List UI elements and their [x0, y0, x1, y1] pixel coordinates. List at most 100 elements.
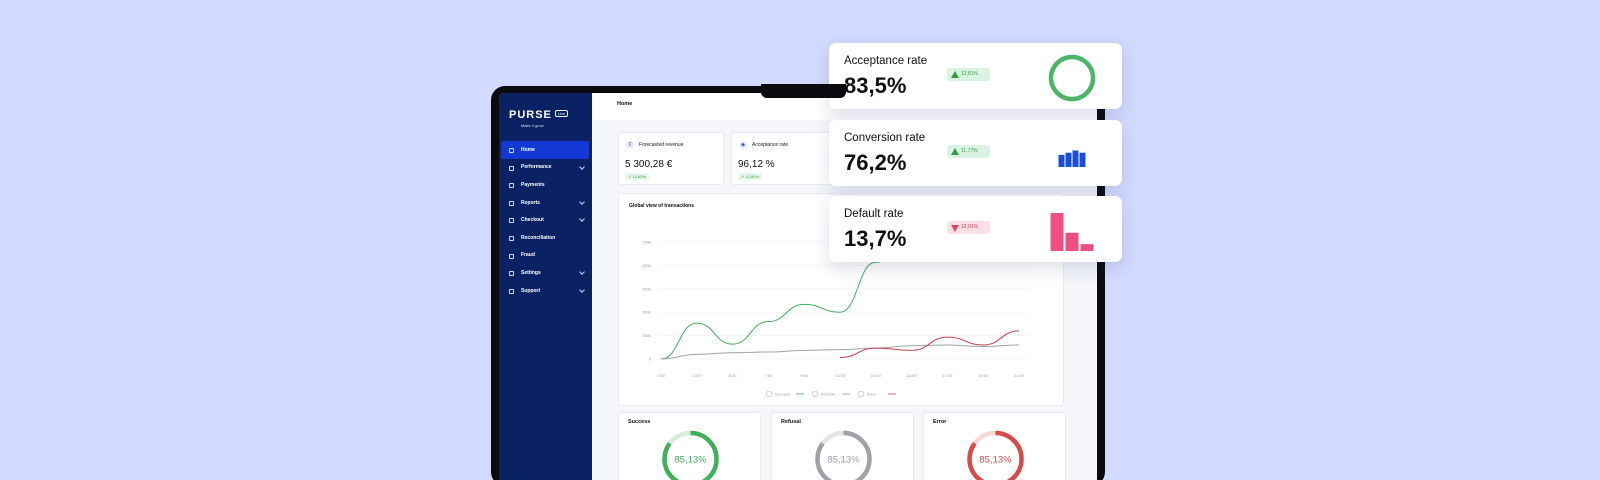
- donut-arc: [967, 430, 1024, 480]
- x-tick-label: 11:00: [835, 373, 845, 378]
- chart-title: Global view of transactions: [629, 203, 695, 209]
- donut-title: Error: [933, 419, 947, 425]
- bar-mark: [1065, 152, 1072, 167]
- donut-value: 85,13%: [674, 455, 707, 466]
- donut-value: 85,13%: [979, 455, 1012, 466]
- x-tick-label: 13:00: [871, 373, 882, 378]
- stat-value: 83,5%: [844, 73, 907, 98]
- donut-value: 85,13%: [827, 455, 860, 466]
- logo-tagline: Make it grow: [521, 123, 544, 128]
- x-tick-label: 17:00: [942, 373, 953, 378]
- page-title: Home: [617, 101, 633, 107]
- stat-card-default-rate[interactable]: Default rate 13,7% 12,01%: [829, 196, 1122, 262]
- legend-check-icon[interactable]: [857, 390, 865, 398]
- legend-check-icon[interactable]: [765, 390, 773, 398]
- success-donut-chart: 85,13%: [662, 430, 719, 480]
- x-tick-label: 3:00: [693, 373, 702, 378]
- trend-down-icon: [951, 225, 959, 232]
- y-tick-label: 300k: [642, 310, 651, 315]
- sidebar-item-fraud[interactable]: Fraud: [501, 247, 589, 265]
- donut-card-success: Success 85,13%: [618, 412, 761, 480]
- sidebar-item-payments[interactable]: Payments: [501, 176, 589, 194]
- sidebar-item-label: Checkout: [521, 217, 544, 224]
- stat-label: Acceptance rate: [844, 55, 928, 67]
- series-line-error: [839, 330, 1020, 358]
- ring-icon: [1048, 54, 1096, 102]
- bars-icon: [1050, 213, 1094, 251]
- stat-label: Default rate: [844, 208, 904, 220]
- sidebar-item-label: Settings: [521, 269, 541, 276]
- donut-title: Success: [628, 419, 651, 425]
- y-tick-label: 450k: [642, 286, 651, 291]
- bar-mark: [1065, 232, 1079, 251]
- kpi-label: Forecasted revenue: [639, 142, 684, 148]
- stat-label: Conversion rate: [844, 132, 926, 144]
- document-icon: [509, 200, 514, 206]
- logo-text: PURSE: [509, 109, 552, 121]
- y-tick-label: 0: [649, 357, 652, 362]
- bar-mark: [1058, 154, 1065, 167]
- home-icon: [509, 148, 514, 153]
- card-icon: [509, 183, 514, 189]
- stat-card-acceptance-rate[interactable]: Acceptance rate 83,5% 12,81%: [829, 43, 1122, 109]
- y-tick-label: 150k: [642, 333, 651, 338]
- y-tick-label: 750k: [642, 240, 651, 245]
- sidebar-item-checkout[interactable]: Checkout: [501, 211, 589, 229]
- stat-trend-badge: 11,77%: [947, 145, 990, 158]
- trend-up-icon: [951, 71, 959, 78]
- legend-label: Error: [867, 392, 877, 397]
- trend-up-icon: [951, 148, 959, 155]
- cart-icon: [509, 218, 514, 224]
- sync-icon: [509, 235, 514, 241]
- kpi-card-acceptance-rate[interactable]: ◆ Acceptance rate 96,12 % ↗ 12,60%: [731, 132, 837, 185]
- donut-card-refusal: Refusal 85,13%: [771, 412, 914, 480]
- chevron-down-icon[interactable]: [579, 269, 585, 275]
- bar-mark: [1079, 152, 1086, 167]
- diamond-icon: ◆: [739, 141, 747, 149]
- x-tick-label: 21:00: [1014, 373, 1025, 378]
- kpi-trend-badge: ↗ 12,60%: [625, 173, 650, 180]
- kpi-card-forecasted-revenue[interactable]: € Forecasted revenue 5 300,28 € ↗ 12,60%: [618, 132, 724, 185]
- stat-card-conversion-rate[interactable]: Conversion rate 76,2% 11,77%: [829, 120, 1122, 186]
- sidebar-item-label: Support: [521, 287, 541, 294]
- sidebar-item-performance[interactable]: Performance: [501, 159, 589, 177]
- chevron-down-icon[interactable]: [579, 216, 585, 223]
- bar-mark: [1050, 213, 1064, 251]
- donut-arc: [662, 430, 719, 480]
- sidebar-nav: Home Performance Payments Reports Checkout Re…: [501, 141, 589, 299]
- error-donut-chart: 85,13%: [967, 430, 1024, 480]
- x-tick-label: 7:00: [765, 373, 774, 378]
- x-tick-label: 1:00: [657, 373, 666, 378]
- ring-arc: [1048, 54, 1096, 102]
- kpi-value: 96,12 %: [738, 159, 775, 170]
- euro-icon: €: [626, 141, 634, 149]
- kpi-trend-badge: ↗ 12,60%: [738, 173, 763, 180]
- shield-icon: [509, 253, 514, 259]
- donut-card-error: Error 85,13%: [923, 412, 1066, 480]
- sidebar: PURSE Live Make it grow Home Performance Pa…: [499, 93, 592, 480]
- donut-arc: [815, 430, 872, 480]
- legend-label: Success: [775, 392, 790, 397]
- sidebar-item-label: Payments: [521, 181, 545, 188]
- chevron-down-icon[interactable]: [579, 163, 585, 170]
- sidebar-item-support[interactable]: Support: [501, 282, 589, 300]
- sidebar-item-home[interactable]: Home: [501, 141, 589, 159]
- legend-label: Refusal: [821, 392, 835, 397]
- logo[interactable]: PURSE Live Make it grow: [509, 105, 569, 128]
- series-line-refusal: [660, 344, 1020, 360]
- sidebar-item-label: Performance: [521, 164, 552, 171]
- kpi-label: Acceptance rate: [752, 142, 789, 148]
- donut-title: Refusal: [781, 419, 801, 425]
- sidebar-item-reconciliation[interactable]: Reconciliation: [501, 229, 589, 247]
- camera-notch: [761, 84, 846, 98]
- chart-icon: [509, 165, 514, 171]
- live-badge: Live: [554, 110, 569, 118]
- sidebar-item-label: Reconciliation: [521, 234, 556, 241]
- sidebar-item-reports[interactable]: Reports: [501, 194, 589, 212]
- sidebar-item-settings[interactable]: Settings: [501, 264, 589, 282]
- chevron-down-icon[interactable]: [579, 198, 585, 205]
- stat-trend-badge: 12,81%: [947, 68, 990, 81]
- x-tick-label: 19:00: [978, 373, 989, 378]
- legend-check-icon[interactable]: [811, 390, 819, 398]
- chevron-down-icon[interactable]: [579, 286, 585, 293]
